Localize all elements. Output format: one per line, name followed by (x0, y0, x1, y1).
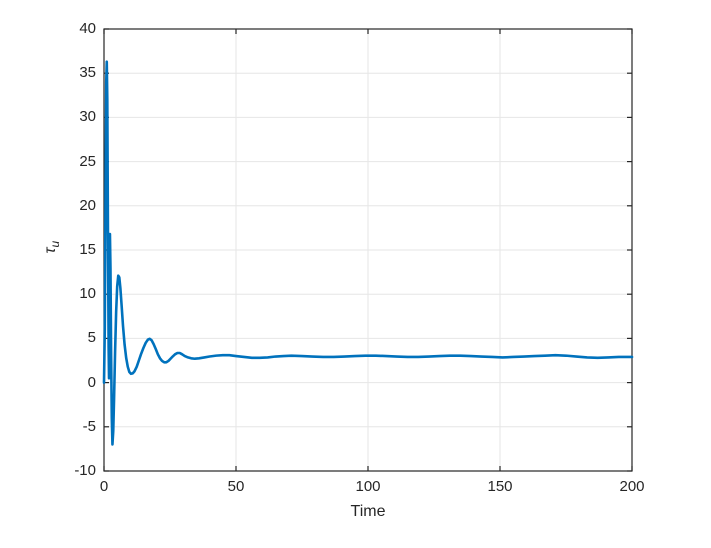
y-axis-label-subscript: u (48, 240, 63, 248)
y-axis-label-base: τ (41, 247, 59, 254)
y-tick-label: 25 (79, 152, 96, 170)
y-tick-label: 0 (87, 373, 96, 391)
x-tick-label: 0 (99, 478, 109, 495)
data-line-tau-u (102, 60, 634, 446)
y-tick-label: -10 (74, 462, 96, 479)
y-tick-label: 20 (79, 196, 96, 214)
x-tick-label: 50 (227, 478, 245, 495)
y-tick-label: 15 (79, 241, 96, 258)
y-tick-label: 40 (79, 20, 96, 37)
y-tick-label: 5 (87, 329, 96, 347)
x-tick-label: 150 (487, 478, 513, 495)
y-tick-label: 30 (79, 108, 96, 126)
y-axis-label: τu (42, 207, 62, 287)
y-tick-label: 35 (79, 64, 96, 82)
y-tick-label: 10 (79, 285, 96, 303)
x-tick-label: 200 (619, 478, 645, 495)
y-tick-label: -5 (82, 417, 96, 435)
x-tick-label: 100 (355, 478, 381, 495)
x-axis-label: Time (350, 503, 386, 520)
